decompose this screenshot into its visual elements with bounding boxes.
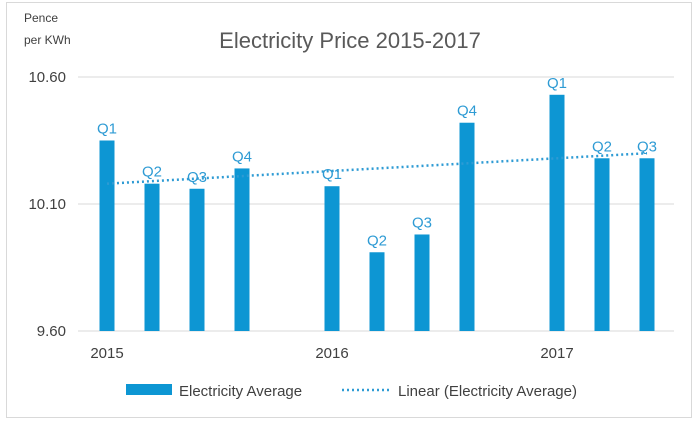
data-label: Q4 — [232, 148, 252, 165]
bar — [99, 140, 115, 331]
bar — [369, 252, 385, 331]
data-label: Q3 — [187, 169, 207, 186]
bar — [414, 234, 430, 331]
chart-frame — [6, 2, 692, 418]
data-label: Q2 — [367, 232, 387, 249]
bar — [189, 188, 205, 331]
trendline — [106, 151, 648, 185]
y-unit-label-line2: per KWh — [24, 33, 71, 47]
data-label: Q2 — [592, 138, 612, 155]
bar — [324, 186, 340, 331]
data-label: Q1 — [322, 166, 342, 183]
legend-bar-swatch — [126, 384, 172, 395]
chart-title: Electricity Price 2015-2017 — [219, 28, 481, 53]
legend-linear-trendline: Linear (Electricity Average) — [398, 383, 577, 400]
y-tick-label: 10.60 — [28, 69, 66, 86]
data-label: Q3 — [412, 214, 432, 231]
data-label: Q1 — [97, 121, 117, 138]
y-tick-label: 9.60 — [37, 323, 66, 340]
legend-electricity-average: Electricity Average — [179, 383, 302, 400]
bar — [144, 183, 160, 331]
y-unit-label-line1: Pence — [24, 11, 58, 25]
x-year-label: 2016 — [315, 345, 348, 362]
data-label: Q2 — [142, 164, 162, 181]
bar — [639, 158, 655, 331]
bar — [234, 168, 250, 331]
data-label: Q3 — [637, 138, 657, 155]
x-year-label: 2015 — [90, 345, 123, 362]
data-label: Q4 — [457, 103, 477, 120]
x-year-label: 2017 — [540, 345, 573, 362]
bar — [549, 94, 565, 331]
y-tick-label: 10.10 — [28, 196, 66, 213]
data-label: Q1 — [547, 75, 567, 92]
bar — [594, 158, 610, 331]
bar — [459, 122, 475, 331]
